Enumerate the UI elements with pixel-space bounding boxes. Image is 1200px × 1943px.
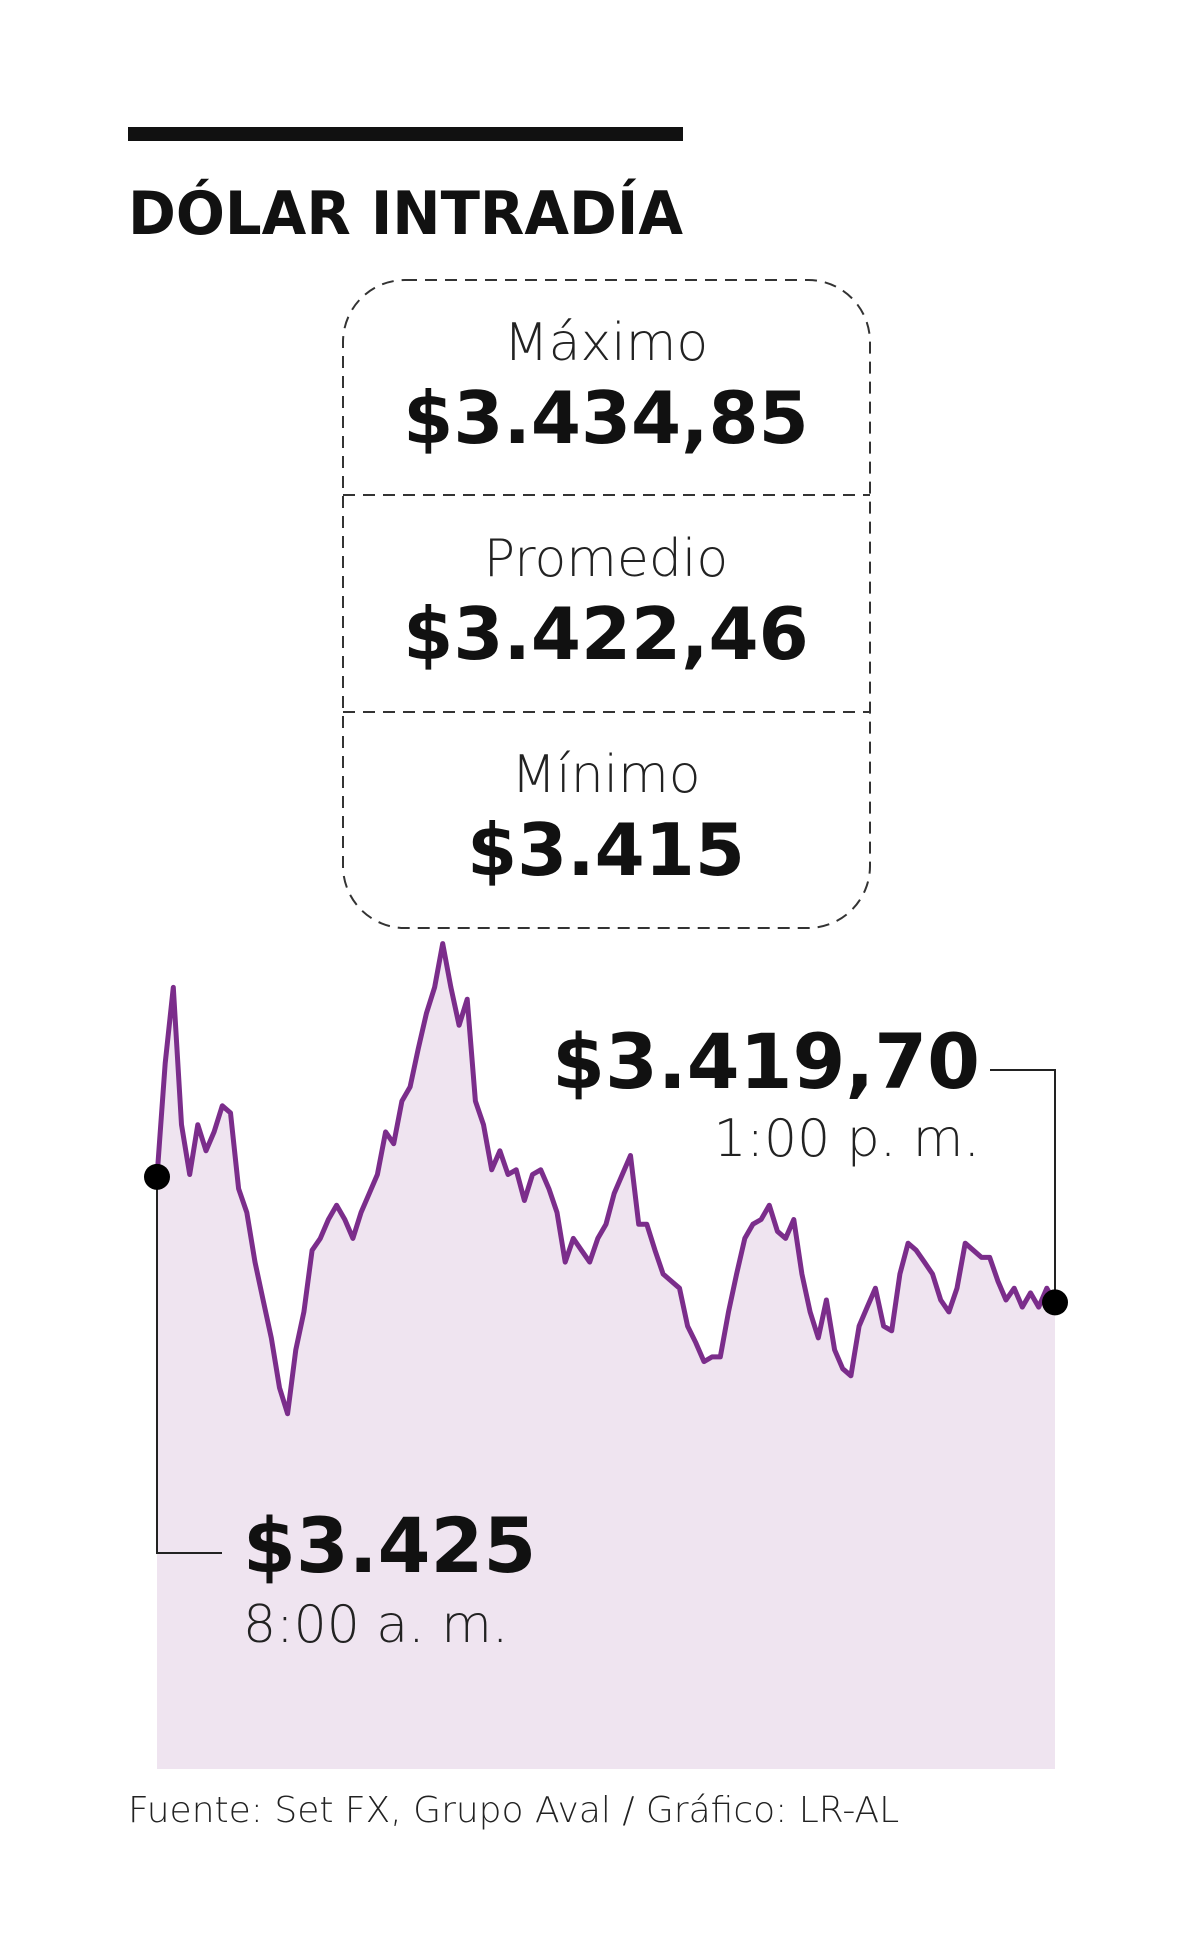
summary-value: $3.422,46	[403, 592, 808, 676]
summary-label: Mínimo	[511, 745, 700, 805]
end-time-label: 1:00 p. m.	[713, 1109, 980, 1169]
start-time-label: 8:00 a. m.	[243, 1595, 508, 1655]
summary-value: $3.415	[467, 808, 745, 892]
start-dot	[144, 1163, 170, 1190]
connector	[156, 1176, 222, 1554]
end-dot	[1042, 1289, 1068, 1316]
summary-label: Promedio	[484, 529, 728, 589]
source: Fuente: Set FX, Grupo Aval / Gráfico: LR…	[128, 1790, 899, 1831]
summary-label: Máximo	[504, 313, 708, 373]
end-value-label: $3.419,70	[552, 1017, 980, 1106]
line	[154, 941, 1058, 1417]
connector	[990, 1069, 1056, 1303]
title-bar	[128, 127, 683, 141]
area	[157, 943, 1055, 1769]
chart-title: DÓLAR INTRADÍA	[128, 177, 684, 249]
start-value-label: $3.425	[243, 1501, 536, 1590]
summary-value: $3.434,85	[403, 376, 808, 460]
summary-box	[342, 279, 871, 929]
